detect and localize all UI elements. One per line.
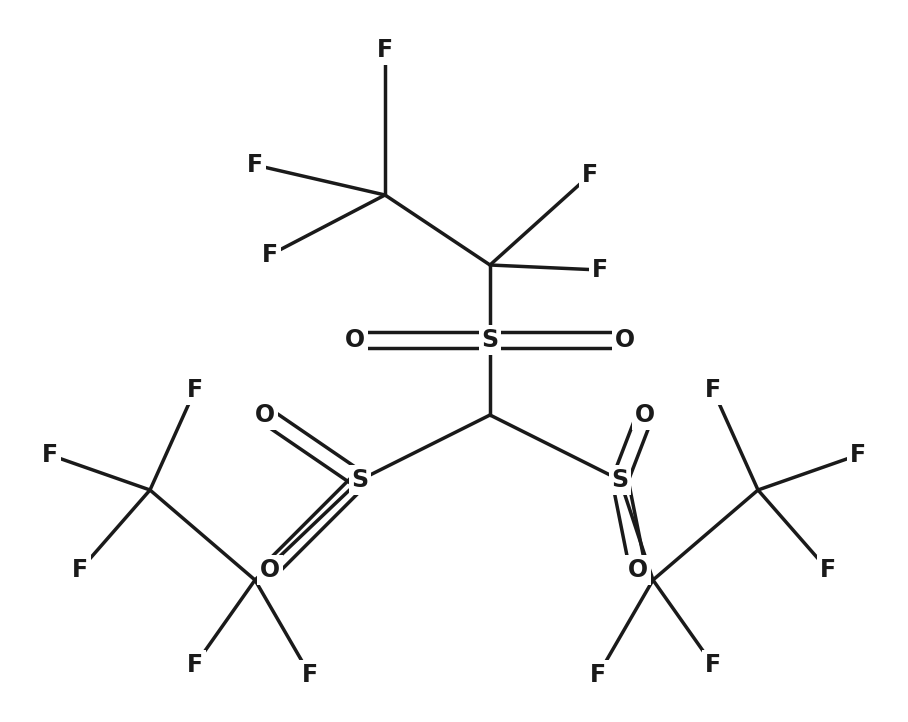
Text: F: F (72, 558, 88, 582)
Text: S: S (351, 468, 369, 492)
Text: S: S (481, 328, 498, 352)
Text: S: S (611, 468, 628, 492)
Text: F: F (187, 653, 203, 677)
Text: O: O (615, 328, 635, 352)
Text: O: O (628, 558, 648, 582)
Text: F: F (42, 443, 58, 467)
Text: F: F (590, 663, 606, 687)
Text: O: O (635, 403, 655, 427)
Text: O: O (260, 558, 280, 582)
Text: O: O (345, 328, 365, 352)
Text: F: F (377, 38, 393, 62)
Text: F: F (582, 163, 598, 187)
Text: F: F (850, 443, 866, 467)
Text: F: F (705, 378, 721, 402)
Text: F: F (187, 378, 203, 402)
Text: F: F (302, 663, 318, 687)
Text: F: F (262, 243, 278, 267)
Text: O: O (255, 403, 275, 427)
Text: F: F (592, 258, 608, 282)
Text: F: F (820, 558, 836, 582)
Text: F: F (247, 153, 263, 177)
Text: F: F (705, 653, 721, 677)
